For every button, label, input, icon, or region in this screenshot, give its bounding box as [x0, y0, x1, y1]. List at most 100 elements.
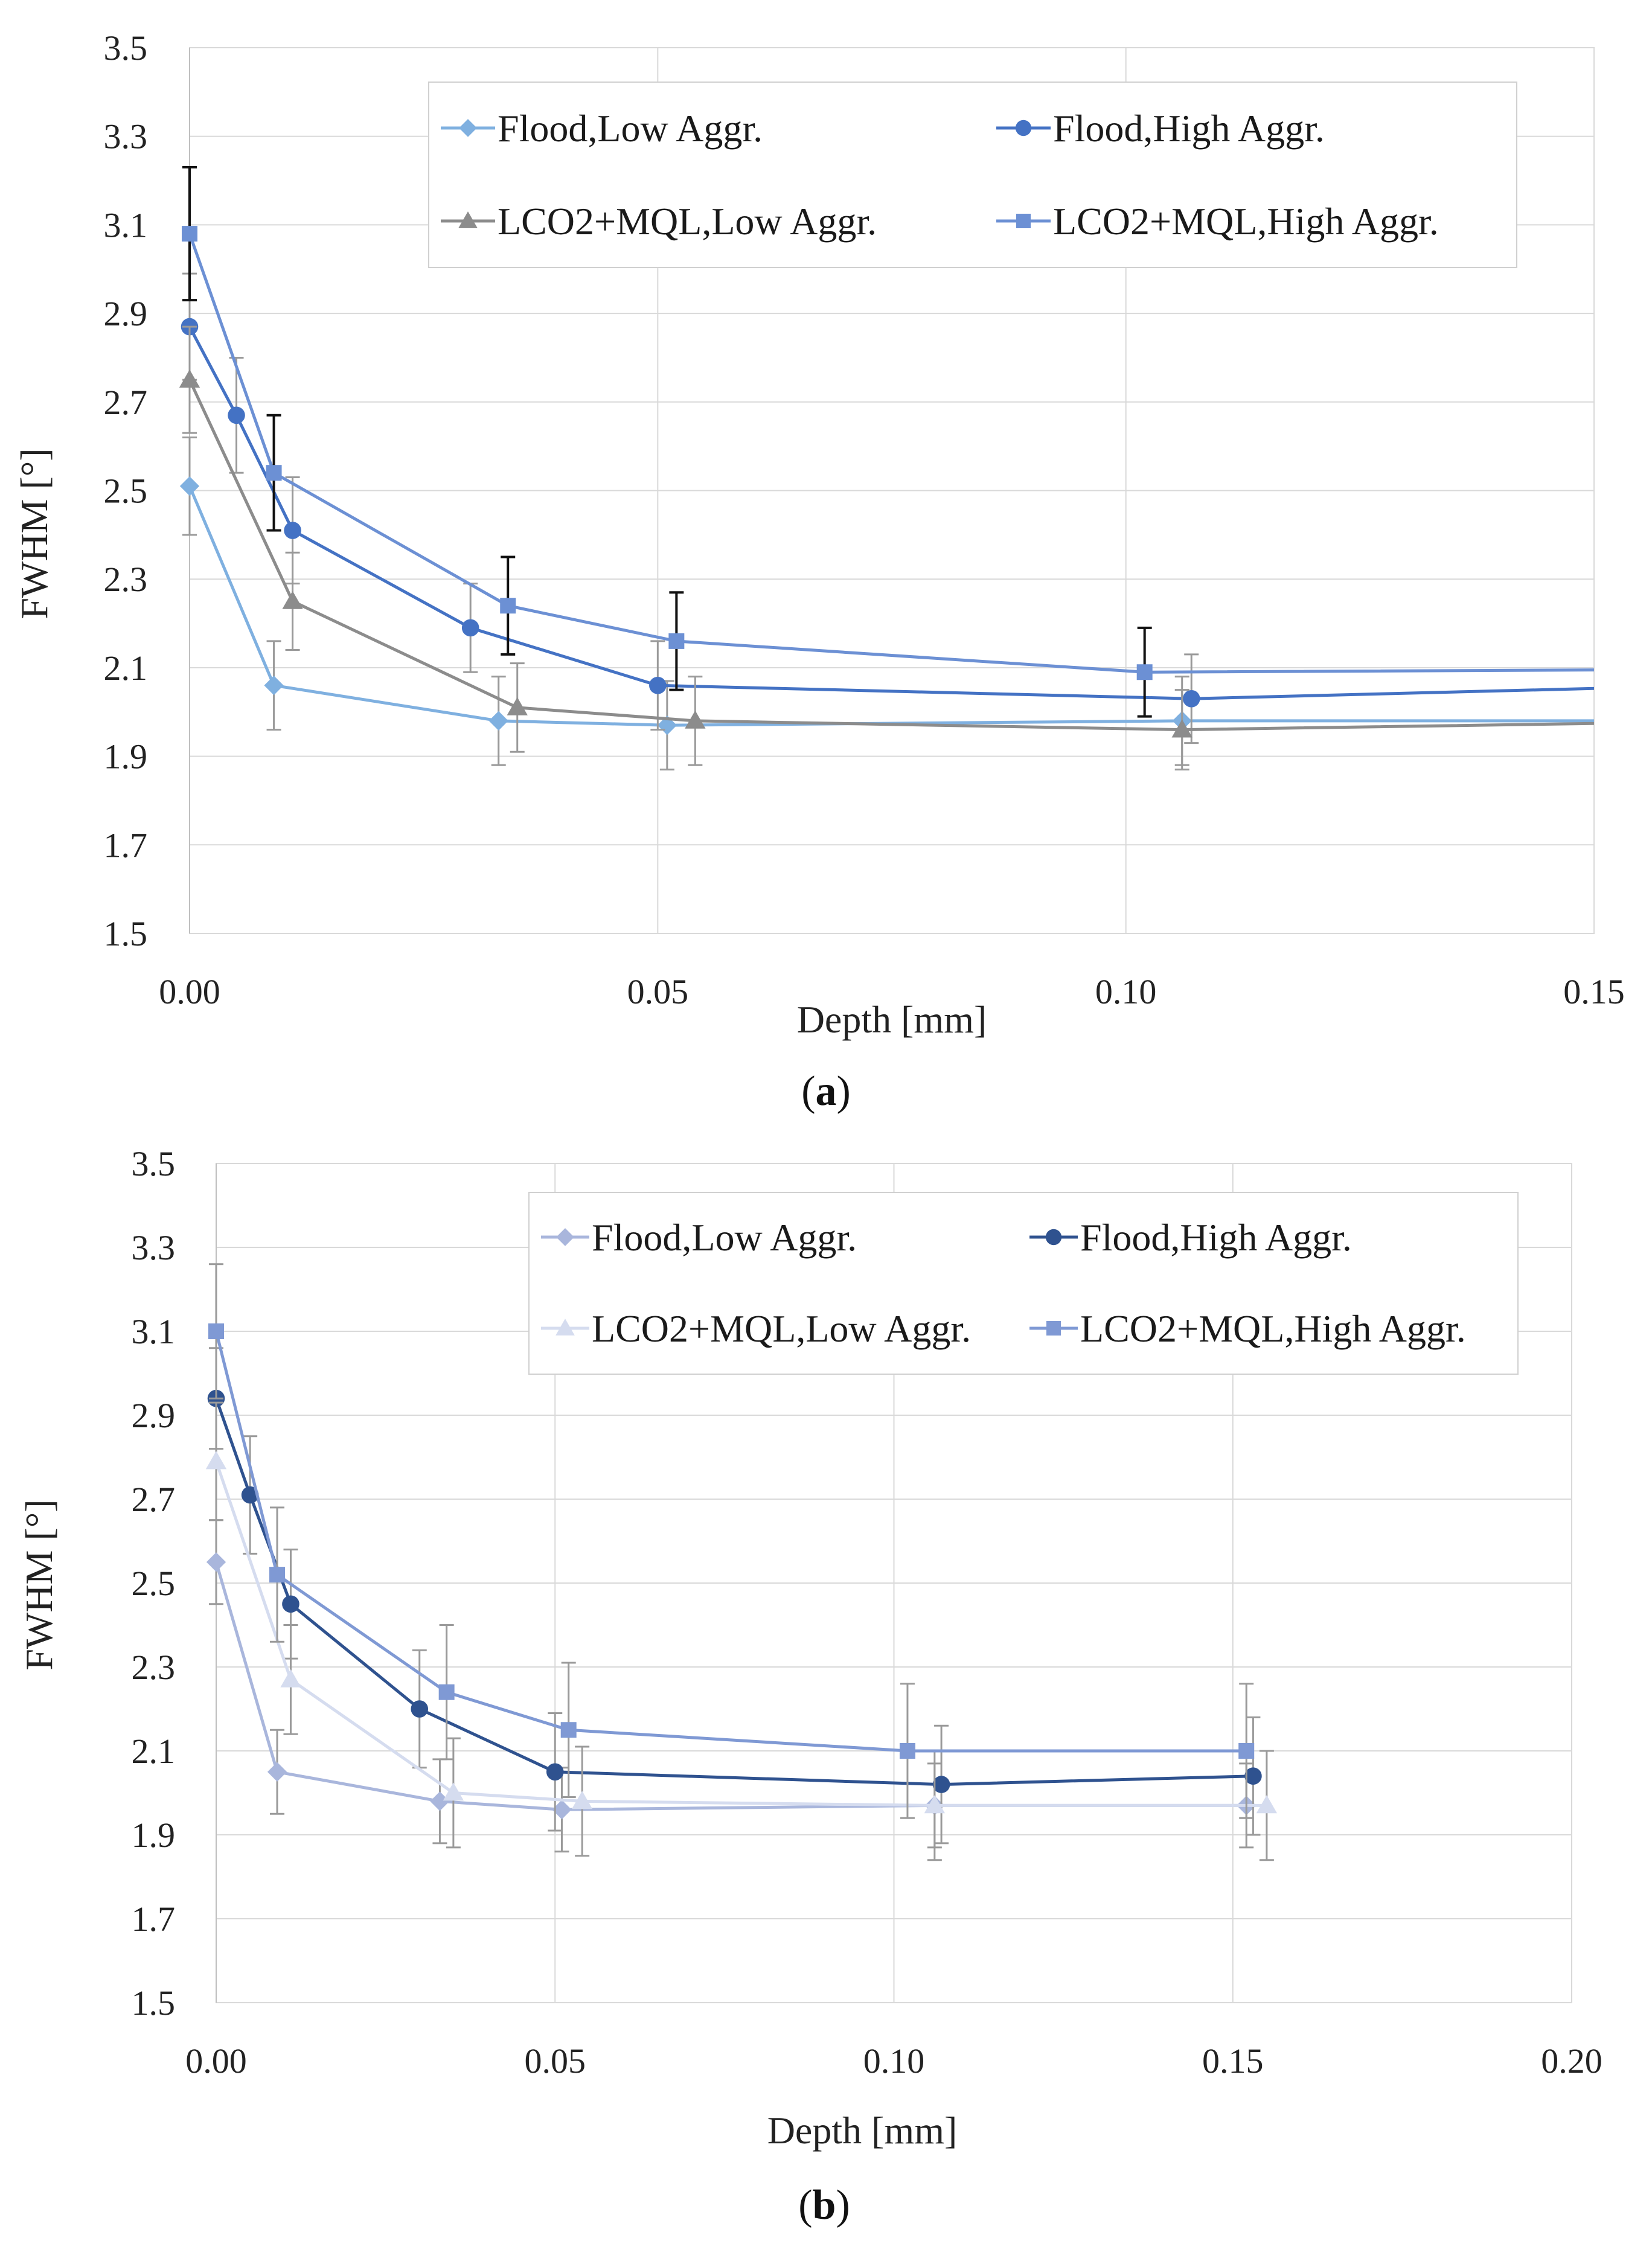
legend-marker — [1045, 1229, 1062, 1246]
data-point — [438, 1684, 455, 1700]
data-point — [571, 1791, 593, 1809]
y-tick-label: 1.5 — [104, 914, 148, 953]
series-3 — [208, 1263, 1255, 1819]
data-point — [649, 676, 667, 694]
y-tick-label: 3.5 — [104, 28, 148, 68]
legend-entry: LCO2+MQL,High Aggr. — [1029, 1307, 1466, 1350]
data-point — [267, 1762, 287, 1782]
y-tick-label: 2.9 — [104, 294, 148, 333]
data-point — [280, 1669, 301, 1688]
x-tick-label: 0.15 — [1563, 972, 1625, 1011]
series-line — [190, 379, 1594, 732]
data-point — [1182, 689, 1200, 708]
y-tick-label: 1.9 — [132, 1816, 176, 1855]
legend-label: Flood,High Aggr. — [1053, 107, 1325, 150]
data-point — [411, 1700, 429, 1718]
x-tick-label: 0.00 — [159, 972, 220, 1011]
legend-label: Flood,Low Aggr. — [498, 107, 763, 150]
legend-entry: LCO2+MQL,Low Aggr. — [541, 1307, 971, 1350]
y-tick-label: 1.5 — [132, 1983, 176, 2023]
x-tick-label: 0.10 — [863, 2041, 925, 2081]
legend-entry: Flood,Low Aggr. — [541, 1216, 857, 1259]
data-point — [284, 522, 301, 539]
legend-label: Flood,Low Aggr. — [592, 1216, 857, 1259]
data-point — [932, 1776, 950, 1793]
series-line — [216, 1331, 1247, 1753]
legend-label: LCO2+MQL,High Aggr. — [1053, 200, 1439, 243]
legend-marker — [459, 119, 477, 137]
x-axis-title: Depth [mm] — [797, 998, 987, 1041]
data-point — [500, 598, 516, 614]
y-axis-title: FWHM [°] — [18, 1499, 60, 1670]
data-point — [1171, 719, 1193, 738]
data-point — [546, 1763, 564, 1781]
y-tick-label: 3.1 — [104, 205, 148, 245]
panel-label: (a) — [801, 1068, 851, 1115]
y-tick-label: 1.7 — [132, 1899, 176, 1939]
legend-entry: Flood,Low Aggr. — [441, 107, 763, 150]
data-point — [182, 226, 197, 242]
legend-box — [428, 82, 1517, 268]
y-tick-label: 2.1 — [104, 648, 148, 688]
data-point — [488, 711, 508, 731]
series-line — [190, 485, 1594, 727]
chart-panel-a: 3.5 3.3 3.1 2.9 2.7 2.5 2.3 2.1 1.9 1.7 1.5 0.00 0.0… — [13, 28, 1625, 1115]
y-tick-label: 3.3 — [132, 1228, 176, 1267]
legend-label: LCO2+MQL,Low Aggr. — [592, 1307, 971, 1350]
legend-entry: LCO2+MQL,High Aggr. — [996, 200, 1439, 243]
x-tick-label: 0.05 — [627, 972, 689, 1011]
legend-marker — [1015, 120, 1032, 136]
y-tick-label: 2.7 — [132, 1480, 176, 1519]
y-tick-label: 2.7 — [104, 383, 148, 422]
series-2 — [205, 1401, 1278, 1861]
legend-marker — [555, 1319, 575, 1336]
data-point — [1244, 1767, 1262, 1785]
data-point — [668, 633, 685, 649]
series-3 — [182, 166, 1594, 718]
y-tick-label: 2.5 — [132, 1564, 176, 1603]
data-point — [282, 1595, 299, 1613]
data-point — [461, 619, 479, 637]
legend-label: LCO2+MQL,High Aggr. — [1080, 1307, 1466, 1350]
y-tick-label: 2.9 — [132, 1396, 176, 1435]
data-point — [228, 406, 245, 424]
series-2 — [179, 325, 1594, 771]
y-tick-label: 1.9 — [104, 737, 148, 776]
chart-panel-b: 3.5 3.3 3.1 2.9 2.7 2.5 2.3 2.1 1.9 1.7 1.50.00 0.0… — [18, 1144, 1602, 2228]
data-point — [685, 710, 706, 729]
y-tick-label: 2.1 — [132, 1732, 176, 1771]
data-point — [1136, 664, 1153, 680]
data-point — [266, 465, 282, 481]
x-tick-label: 0.00 — [185, 2041, 247, 2081]
data-point — [206, 1552, 226, 1572]
x-tick-label: 0.15 — [1202, 2041, 1264, 2081]
y-tick-label: 2.5 — [104, 472, 148, 511]
data-point — [1256, 1795, 1278, 1814]
data-point — [179, 476, 200, 496]
y-tick-label: 2.3 — [104, 560, 148, 599]
data-point — [1238, 1743, 1255, 1759]
legend-entry: Flood,High Aggr. — [1029, 1216, 1352, 1259]
data-point — [443, 1782, 464, 1801]
x-tick-label: 0.10 — [1095, 972, 1157, 1011]
x-tick-label: 0.20 — [1541, 2041, 1602, 2081]
legend-box — [528, 1192, 1519, 1375]
data-point — [560, 1722, 577, 1738]
y-tick-label: 3.5 — [132, 1144, 176, 1183]
legend-label: LCO2+MQL,Low Aggr. — [498, 200, 877, 243]
y-tick-label: 1.7 — [104, 825, 148, 865]
series-line — [190, 233, 1594, 674]
data-point — [552, 1800, 572, 1820]
data-point — [507, 697, 528, 715]
legend-marker — [458, 211, 478, 228]
legend-marker — [1016, 214, 1031, 228]
legend-label: Flood,High Aggr. — [1080, 1216, 1352, 1259]
data-point — [924, 1795, 946, 1814]
x-axis-title: Depth [mm] — [767, 2109, 958, 2152]
data-point — [899, 1743, 915, 1759]
x-tick-label: 0.05 — [525, 2041, 586, 2081]
y-axis-title: FWHM [°] — [13, 448, 56, 619]
series-line — [216, 1460, 1267, 1807]
